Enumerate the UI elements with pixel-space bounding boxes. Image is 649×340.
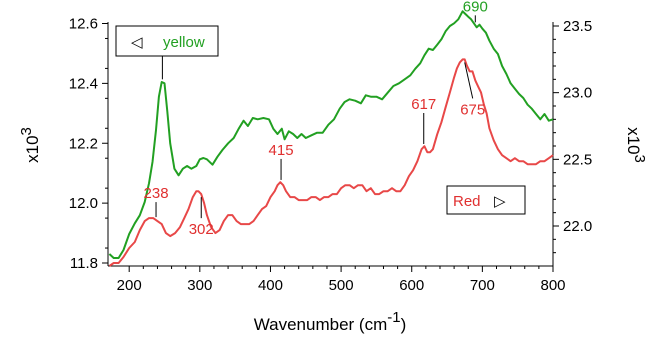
legend-yellow-label: yellow — [163, 34, 205, 51]
axes — [107, 22, 554, 267]
x-tick-label: 600 — [399, 277, 424, 294]
ticks: 200 300 400 500 600 700 800 11.8 12.0 12.2 12.4 12.… — [69, 15, 592, 294]
y-right-tick-label: 23.5 — [563, 18, 592, 35]
x-tick-label: 400 — [258, 277, 283, 294]
x-tick-label: 200 — [117, 277, 142, 294]
y-left-tick-label: 12.6 — [69, 15, 98, 32]
annotation-leader — [464, 62, 474, 99]
x-tick-label: 700 — [470, 277, 495, 294]
legend-yellow-box — [115, 25, 219, 57]
annotation-label: 617 — [411, 96, 436, 113]
legend-red-label: Red — [453, 193, 481, 210]
right-axis-multiplier: x103 — [624, 127, 648, 163]
legend-yellow: ◁ yellow — [115, 25, 219, 57]
left-axis-multiplier: x103 — [18, 127, 42, 163]
y-left-tick-label: 12.2 — [69, 135, 98, 152]
y-left-tick-label: 12.4 — [69, 75, 98, 92]
series-line-red — [108, 58, 554, 267]
y-left-tick-label: 12.0 — [69, 195, 98, 212]
x-tick-label: 500 — [329, 277, 354, 294]
y-left-tick-label: 11.8 — [70, 255, 98, 272]
x-tick-label: 800 — [540, 277, 565, 294]
legend-red-symbol: ▷ — [494, 193, 506, 210]
annotation-label: 675 — [460, 101, 485, 118]
annotation-label: 238 — [144, 185, 169, 202]
x-axis-title: Wavenumber (cm-1) — [254, 309, 407, 334]
series-group — [108, 10, 554, 267]
series-line-yellow — [108, 10, 554, 259]
x-tick-label: 300 — [187, 277, 212, 294]
y-right-tick-label: 22.0 — [563, 218, 592, 235]
y-right-tick-label: 23.0 — [563, 85, 592, 102]
legend-red-box — [446, 185, 526, 215]
annotation-label: 415 — [269, 142, 294, 159]
y-right-tick-label: 22.5 — [563, 151, 592, 168]
legend-yellow-symbol: ◁ — [131, 34, 143, 51]
legend-red: Red ▷ — [446, 185, 526, 215]
annotation-label: 690 — [463, 0, 488, 15]
annotation-label: 302 — [189, 221, 214, 238]
